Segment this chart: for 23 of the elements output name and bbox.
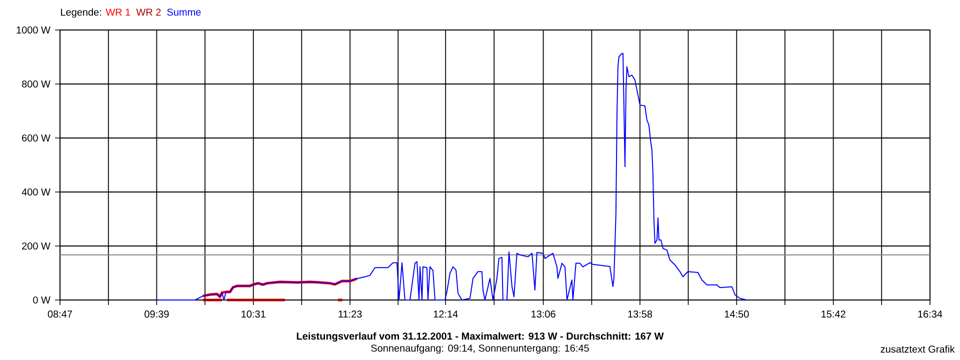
y-tick-label: 400 W	[22, 188, 50, 196]
x-tick-label: 09:39	[144, 310, 169, 318]
text: Leistungsverlauf vom 31.12.2001 - Maximalwert: 913 W - Durchschnitt: 167 W	[296, 332, 664, 342]
x-tick-label: 14:50	[724, 310, 749, 318]
y-tick-label: 1000 W	[16, 26, 50, 34]
x-tick-label: 15:42	[822, 310, 846, 318]
y-tick-label: 800 W	[22, 80, 50, 88]
x-tick-label: 10:31	[242, 310, 266, 318]
y-tick-label: 0 W	[33, 296, 50, 304]
x-tick-label: 11:23	[338, 310, 362, 318]
legend-title: Legende:	[61, 8, 101, 18]
text: zusatztext Grafik	[880, 345, 955, 353]
x-tick-label: 08:47	[48, 310, 72, 318]
x-tick-label: 13:58	[628, 310, 652, 318]
x-tick-label: 12:14	[434, 310, 458, 318]
text: WR 2	[136, 8, 161, 16]
x-tick-label: 13:06	[532, 310, 556, 318]
text: Summe	[167, 8, 201, 16]
x-tick-label: 16:34	[918, 310, 942, 318]
y-tick-label: 600 W	[22, 134, 50, 142]
text: WR 1	[106, 8, 130, 16]
text: Sonnenaufgang: 09:14, Sonnenuntergang: 16:45	[371, 344, 589, 354]
y-tick-label: 200 W	[22, 242, 50, 250]
